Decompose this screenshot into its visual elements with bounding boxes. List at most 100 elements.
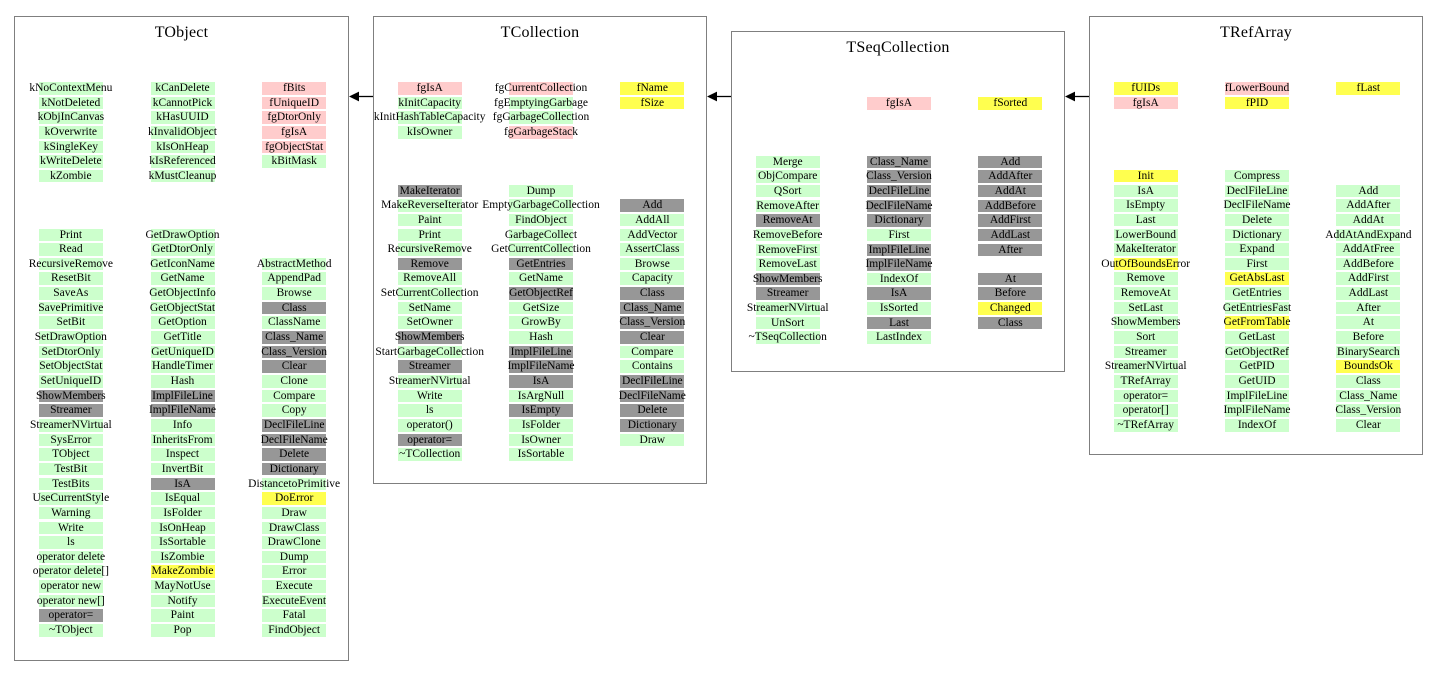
member-cell[interactable]: Last bbox=[824, 316, 974, 331]
member-cell[interactable]: GetFromTable bbox=[1182, 315, 1332, 330]
member-cell[interactable]: Streamer bbox=[355, 359, 505, 374]
member-cell[interactable]: kObjInCanvas bbox=[0, 110, 146, 125]
member-cell[interactable]: Class_Name bbox=[577, 301, 727, 316]
member-cell[interactable]: SetDtorOnly bbox=[0, 345, 146, 360]
member-cell[interactable]: Print bbox=[355, 228, 505, 243]
member-cell[interactable]: ~TSeqCollection bbox=[713, 330, 863, 345]
member-cell[interactable]: Class_Name bbox=[219, 330, 369, 345]
member-cell[interactable]: Class_Version bbox=[577, 315, 727, 330]
member-cell[interactable]: operator[] bbox=[1071, 403, 1221, 418]
member-cell[interactable]: fgObjectStat bbox=[219, 140, 369, 155]
member-cell[interactable]: InheritsFrom bbox=[108, 433, 258, 448]
member-cell[interactable]: RecursiveRemove bbox=[355, 242, 505, 257]
member-cell[interactable]: Browse bbox=[577, 257, 727, 272]
member-cell[interactable]: Remove bbox=[1071, 271, 1221, 286]
member-cell[interactable]: GetDrawOption bbox=[108, 228, 258, 243]
member-cell[interactable]: kZombie bbox=[0, 169, 146, 184]
member-cell[interactable]: kBitMask bbox=[219, 154, 369, 169]
member-cell[interactable]: ImplFileLine bbox=[466, 345, 616, 360]
member-cell[interactable]: SetOwner bbox=[355, 315, 505, 330]
member-cell[interactable]: kHasUUID bbox=[108, 110, 258, 125]
member-cell[interactable]: GetUniqueID bbox=[108, 345, 258, 360]
member-cell[interactable]: IsSortable bbox=[466, 447, 616, 462]
member-cell[interactable]: SavePrimitive bbox=[0, 301, 146, 316]
member-cell[interactable]: ls bbox=[355, 403, 505, 418]
member-cell[interactable]: Delete bbox=[577, 403, 727, 418]
member-cell[interactable]: ClassName bbox=[219, 315, 369, 330]
member-cell[interactable]: GetObjectRef bbox=[466, 286, 616, 301]
member-cell[interactable]: IndexOf bbox=[824, 272, 974, 287]
member-cell[interactable]: IsEmpty bbox=[1071, 198, 1221, 213]
member-cell[interactable]: Clear bbox=[577, 330, 727, 345]
member-cell[interactable]: GetEntriesFast bbox=[1182, 301, 1332, 316]
member-cell[interactable]: ~TRefArray bbox=[1071, 418, 1221, 433]
member-cell[interactable]: fgIsA bbox=[355, 81, 505, 96]
member-cell[interactable]: operator= bbox=[0, 608, 146, 623]
member-cell[interactable]: kOverwrite bbox=[0, 125, 146, 140]
member-cell[interactable]: ImplFileName bbox=[108, 403, 258, 418]
member-cell[interactable]: LastIndex bbox=[824, 330, 974, 345]
member-cell[interactable]: Contains bbox=[577, 359, 727, 374]
member-cell[interactable]: Inspect bbox=[108, 447, 258, 462]
member-cell[interactable]: MakeIterator bbox=[1071, 242, 1221, 257]
member-cell[interactable]: StreamerNVirtual bbox=[355, 374, 505, 389]
member-cell[interactable]: GetCurrentCollection bbox=[466, 242, 616, 257]
member-cell[interactable]: Streamer bbox=[1071, 345, 1221, 360]
member-cell[interactable]: Last bbox=[1071, 213, 1221, 228]
member-cell[interactable]: ImplFileName bbox=[466, 359, 616, 374]
member-cell[interactable]: IsZombie bbox=[108, 550, 258, 565]
member-cell[interactable]: Dictionary bbox=[1182, 228, 1332, 243]
member-cell[interactable]: UnSort bbox=[713, 316, 863, 331]
member-cell[interactable]: fSorted bbox=[935, 96, 1085, 111]
member-cell[interactable]: GetAbsLast bbox=[1182, 271, 1332, 286]
member-cell[interactable]: RemoveLast bbox=[713, 257, 863, 272]
member-cell[interactable]: DeclFileLine bbox=[824, 184, 974, 199]
member-cell[interactable]: Expand bbox=[1182, 242, 1332, 257]
member-cell[interactable]: fPID bbox=[1182, 96, 1332, 111]
member-cell[interactable]: IsA bbox=[824, 286, 974, 301]
member-cell[interactable]: Clear bbox=[219, 359, 369, 374]
member-cell[interactable]: RemoveBefore bbox=[713, 228, 863, 243]
member-cell[interactable]: Delete bbox=[1182, 213, 1332, 228]
member-cell[interactable]: fgEmptyingGarbage bbox=[466, 96, 616, 111]
member-cell[interactable]: fgIsA bbox=[219, 125, 369, 140]
member-cell[interactable]: Dictionary bbox=[577, 418, 727, 433]
member-cell[interactable]: StartGarbageCollection bbox=[355, 345, 505, 360]
member-cell[interactable]: ls bbox=[0, 535, 146, 550]
member-cell[interactable]: ImplFileLine bbox=[824, 243, 974, 258]
member-cell[interactable]: IsEqual bbox=[108, 491, 258, 506]
member-cell[interactable]: Add bbox=[577, 198, 727, 213]
member-cell[interactable]: Clear bbox=[1293, 418, 1437, 433]
member-cell[interactable]: RemoveAt bbox=[1071, 286, 1221, 301]
member-cell[interactable]: fgCurrentCollection bbox=[466, 81, 616, 96]
member-cell[interactable]: HandleTimer bbox=[108, 359, 258, 374]
member-cell[interactable]: EmptyGarbageCollection bbox=[466, 198, 616, 213]
member-cell[interactable]: IsSorted bbox=[824, 301, 974, 316]
member-cell[interactable]: QSort bbox=[713, 184, 863, 199]
member-cell[interactable]: ImplFileLine bbox=[1182, 389, 1332, 404]
member-cell[interactable]: Remove bbox=[355, 257, 505, 272]
member-cell[interactable]: fLowerBound bbox=[1182, 81, 1332, 96]
member-cell[interactable]: fgGarbageCollection bbox=[466, 110, 616, 125]
member-cell[interactable]: RemoveAfter bbox=[713, 199, 863, 214]
member-cell[interactable]: IndexOf bbox=[1182, 418, 1332, 433]
member-cell[interactable]: Changed bbox=[935, 301, 1085, 316]
member-cell[interactable]: MakeZombie bbox=[108, 564, 258, 579]
member-cell[interactable]: GetIconName bbox=[108, 257, 258, 272]
member-cell[interactable]: IsA bbox=[108, 477, 258, 492]
member-cell[interactable]: RecursiveRemove bbox=[0, 257, 146, 272]
member-cell[interactable]: Compress bbox=[1182, 169, 1332, 184]
member-cell[interactable]: IsSortable bbox=[108, 535, 258, 550]
member-cell[interactable]: StreamerNVirtual bbox=[0, 418, 146, 433]
member-cell[interactable]: Class_Name bbox=[1293, 389, 1437, 404]
member-cell[interactable]: MakeIterator bbox=[355, 184, 505, 199]
member-cell[interactable]: ~TObject bbox=[0, 623, 146, 638]
member-cell[interactable]: AddAtAndExpand bbox=[1293, 228, 1437, 243]
member-cell[interactable]: Warning bbox=[0, 506, 146, 521]
member-cell[interactable]: Compare bbox=[219, 389, 369, 404]
member-cell[interactable]: DoError bbox=[219, 491, 369, 506]
member-cell[interactable]: ImplFileLine bbox=[108, 389, 258, 404]
member-cell[interactable]: fLast bbox=[1293, 81, 1437, 96]
member-cell[interactable]: Before bbox=[935, 286, 1085, 301]
member-cell[interactable]: Class_Version bbox=[1293, 403, 1437, 418]
